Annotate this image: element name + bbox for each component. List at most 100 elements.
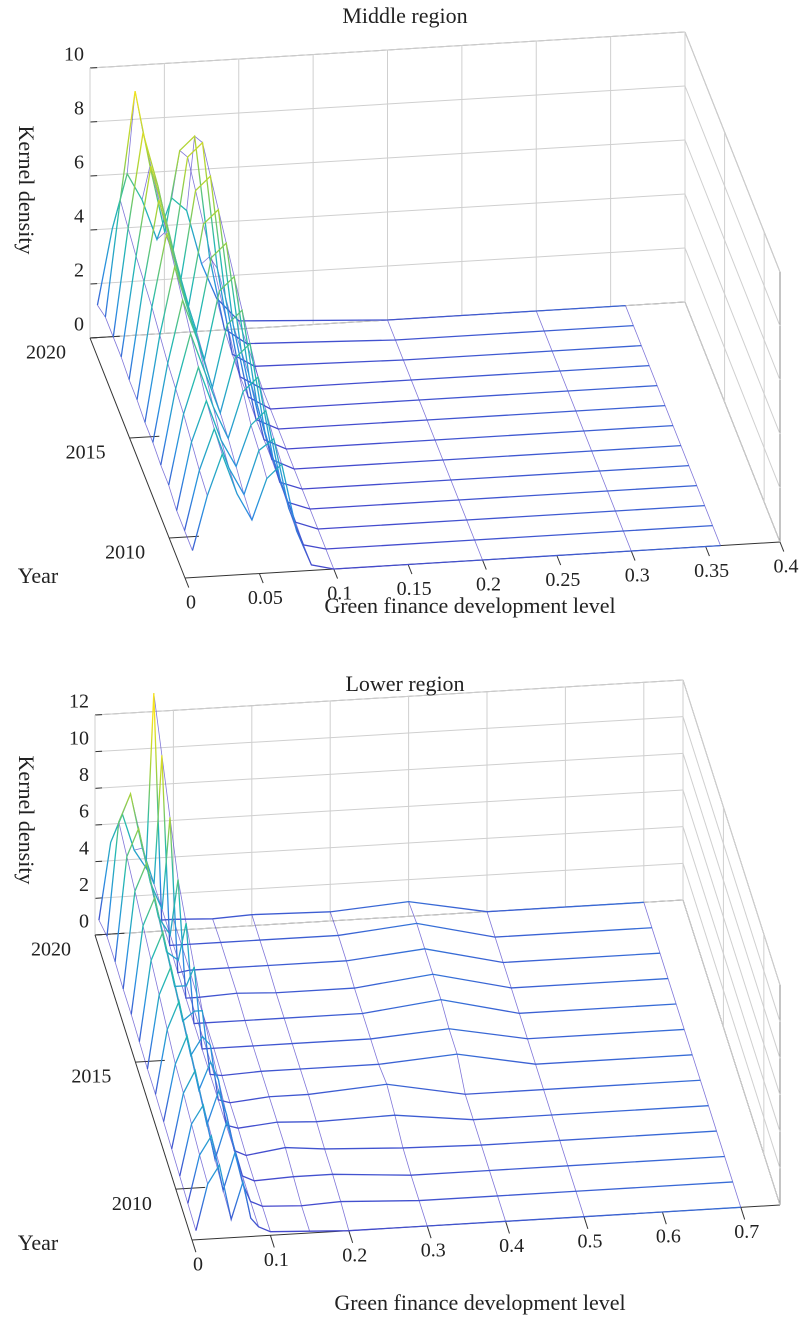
surface-ridge: [162, 1033, 709, 1129]
x-tick-label: 0.15: [397, 578, 432, 600]
tick-mark: [269, 1235, 275, 1248]
grid-line: [682, 789, 781, 1096]
grid-line: [94, 716, 684, 753]
surface-ridge: [122, 860, 669, 999]
x-tick-label: 0.6: [656, 1226, 681, 1248]
grid-line: [684, 193, 781, 435]
grid-line: [94, 752, 684, 789]
surface-ridge: [168, 365, 697, 510]
tick-mark: [705, 546, 710, 557]
z-axis-title: Kernel density: [14, 126, 39, 255]
x-tick-label: 0.1: [327, 583, 352, 605]
x-axis-title: Green finance development level: [334, 1290, 625, 1315]
surface-cross-line: [97, 304, 193, 551]
grid-line: [682, 679, 781, 986]
x-tick-label: 0.35: [694, 560, 729, 582]
y-tick-label: 2020: [31, 939, 71, 961]
z-tick-label: 4: [79, 837, 89, 859]
y-tick-label: 2015: [66, 442, 106, 464]
grid-line: [682, 826, 781, 1132]
z-tick-label: 2: [74, 260, 84, 282]
surface-cross-line: [98, 919, 197, 1231]
z-tick-label: 0: [79, 911, 89, 933]
z-tick-label: 8: [79, 764, 89, 786]
tick-mark: [630, 550, 636, 561]
grid-line: [94, 862, 684, 899]
grid-line: [94, 789, 684, 826]
z-tick-label: 0: [74, 314, 84, 336]
tick-mark: [740, 1207, 746, 1220]
z-tick-label: 6: [79, 801, 89, 823]
y-tick-label: 2010: [105, 542, 145, 564]
y-axis-title: Year: [18, 1230, 59, 1255]
z-tick-label: 6: [74, 152, 84, 174]
grid-line: [684, 31, 781, 273]
surface-ridge: [195, 1163, 741, 1233]
y-tick-label: 2020: [26, 342, 66, 364]
surface-cross-line: [329, 911, 428, 1227]
surface-ridge: [96, 172, 626, 322]
x-tick-label: 0.1: [264, 1249, 289, 1271]
x-tick-label: 0.7: [734, 1221, 759, 1243]
grid-line: [684, 139, 781, 381]
grid-line: [684, 247, 781, 489]
tick-mark: [333, 568, 339, 579]
x-tick-label: 0.5: [578, 1230, 603, 1252]
x-axis-title: Green finance development level: [324, 593, 615, 618]
tick-mark: [426, 1225, 432, 1239]
grid-line: [682, 753, 781, 1059]
surface-cross-line: [156, 231, 253, 521]
x-tick-label: 0.3: [421, 1240, 446, 1262]
grid-line: [682, 863, 781, 1169]
tick-mark: [258, 573, 264, 584]
chart-title: Lower region: [345, 671, 464, 696]
surface-ridge: [144, 264, 674, 450]
z-tick-label: 2: [79, 874, 89, 896]
tick-mark: [169, 535, 199, 539]
tick-mark: [135, 1059, 165, 1063]
surface-ridge: [136, 233, 666, 430]
surface-ridge: [191, 452, 721, 570]
surface-ridge: [175, 398, 705, 530]
tick-mark: [482, 559, 487, 570]
x-tick-label: 0: [193, 1254, 203, 1276]
tick-mark: [407, 564, 413, 575]
grid-line: [682, 899, 781, 1206]
tick-mark: [348, 1230, 354, 1244]
z-tick-label: 12: [69, 691, 89, 713]
x-tick-label: 0.4: [499, 1235, 524, 1257]
y-axis-title: Year: [18, 563, 59, 588]
surface-ridge: [104, 91, 634, 345]
grid-line: [684, 85, 781, 327]
chart-title: Middle region: [342, 3, 467, 28]
surface-ridge: [98, 693, 644, 921]
surface-ridge: [112, 132, 642, 367]
surface-ridge: [187, 1134, 733, 1207]
x-tick-label: 0.3: [625, 565, 650, 587]
surface-ridge: [128, 199, 658, 410]
surface-ridge: [179, 1103, 725, 1182]
surface-ridge: [154, 999, 701, 1104]
tick-mark: [129, 435, 160, 439]
x-tick-label: 0.25: [545, 569, 580, 591]
z-tick-label: 4: [74, 206, 84, 228]
x-tick-label: 0.4: [774, 556, 799, 578]
surface-ridge: [106, 755, 652, 947]
grid-line: [94, 826, 684, 863]
surface-ridge: [120, 166, 650, 390]
tick-mark: [184, 577, 190, 588]
surface-ridge: [183, 426, 713, 550]
y-tick-label: 2010: [112, 1193, 152, 1215]
surface-ridge: [152, 298, 681, 470]
surface-ridge: [114, 817, 661, 974]
tick-mark: [779, 541, 785, 552]
tick-mark: [89, 335, 120, 339]
x-tick-label: 0.2: [476, 574, 501, 596]
y-tick-label: 2015: [71, 1066, 111, 1088]
tick-mark: [583, 1216, 589, 1230]
surface-ridge: [160, 331, 689, 490]
z-axis-title: Kernel density: [14, 756, 39, 885]
tick-mark: [661, 1211, 667, 1225]
x-tick-label: 0: [186, 592, 196, 614]
